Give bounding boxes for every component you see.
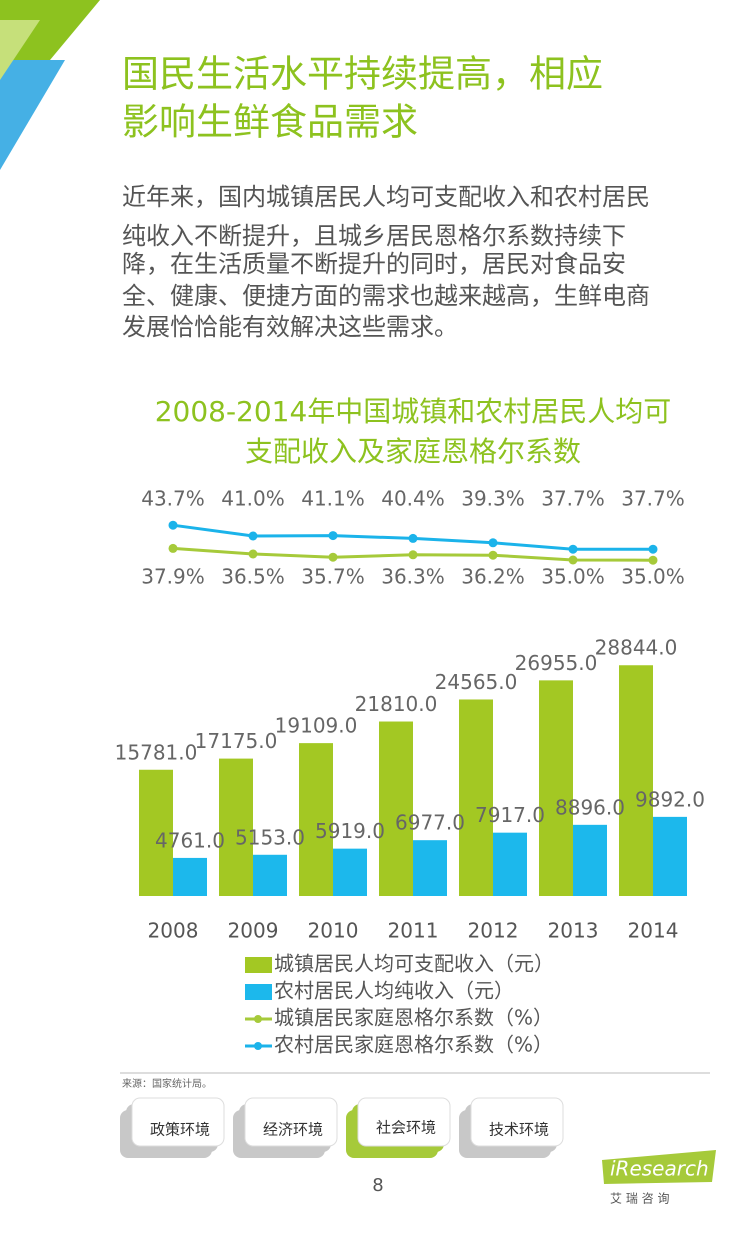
tab-layer [244,1097,338,1147]
data-label: 5153.0 [235,825,305,849]
data-label: 37.7% [541,487,605,511]
bar [493,832,527,896]
x-tick-label: 2012 [468,919,519,943]
body-text: 降，在生活质量不断提升的同时，居民对食品安 [122,250,626,278]
data-label: 21810.0 [355,692,438,716]
bar [173,857,207,896]
line-marker [328,531,338,541]
line-marker [568,555,578,565]
data-label: 28844.0 [595,636,678,660]
bar [379,721,413,896]
x-tick-label: 2009 [228,919,279,943]
tab-label[interactable]: 经济环境 [263,1121,323,1139]
x-tick-label: 2014 [628,919,679,943]
tab-layer [357,1097,451,1147]
bar [299,743,333,896]
data-label: 39.3% [461,487,525,511]
data-label: 36.5% [221,565,285,589]
tab-layer [470,1097,564,1147]
x-tick-label: 2011 [388,919,439,943]
chart: 2008 2009 2010 2011 2012 2013 2014 15781.017175… [115,487,705,1057]
legend-swatch [245,984,272,1000]
legend-swatch [245,957,272,973]
data-label: 9892.0 [635,787,705,811]
data-label: 35.0% [621,565,685,589]
chart-title: 支配收入及家庭恩格尔系数 [245,435,581,468]
tab-label[interactable]: 社会环境 [376,1119,436,1137]
data-label: 5919.0 [315,819,385,843]
data-label: 7917.0 [475,803,545,827]
line-marker [168,520,178,530]
data-label: 17175.0 [195,729,278,753]
logo-brand: iResearch [610,1157,709,1181]
data-label: 36.2% [461,565,525,589]
bar [219,758,253,896]
bar [653,816,687,896]
legend-swatch [254,1015,262,1023]
page-title: 国民生活水平持续提高，相应 [122,53,603,96]
tab-label[interactable]: 政策环境 [150,1121,210,1139]
logo-shape [602,1150,716,1184]
data-label: 36.3% [381,565,445,589]
data-label: 37.9% [141,565,205,589]
data-label: 35.0% [541,565,605,589]
bar [459,699,493,896]
x-tick-label: 2010 [308,919,359,943]
line-marker [248,531,258,541]
line-marker [408,550,418,560]
line-marker [328,552,338,562]
data-label: 43.7% [141,487,205,511]
line-marker [248,549,258,559]
body-text: 全、健康、便捷方面的需求也越来越高，生鲜电商 [122,282,650,310]
body-text: 纯收入不断提升，且城乡居民恩格尔系数持续下 [122,222,626,250]
bar [413,840,447,896]
data-label: 6977.0 [395,811,465,835]
data-label: 26955.0 [515,651,598,675]
corner-decoration [0,60,65,170]
source: 来源：国家统计局。 [122,1077,212,1090]
bar [253,854,287,896]
chart-title: 2008-2014年中国城镇和农村居民人均可 [155,395,672,428]
data-label: 8896.0 [555,795,625,819]
data-label: 37.7% [621,487,685,511]
body-text: 近年来，国内城镇居民人均可支配收入和农村居民 [122,183,650,211]
line-marker [168,543,178,553]
legend-label: 城镇居民家庭恩格尔系数（%） [274,1006,553,1030]
legend-label: 农村居民家庭恩格尔系数（%） [274,1033,553,1057]
tab-layer [131,1097,225,1147]
data-label: 24565.0 [435,670,518,694]
body-text: 发展恰恰能有效解决这些需求。 [122,313,458,341]
data-label: 41.0% [221,487,285,511]
line-marker [488,550,498,560]
line-marker [648,555,658,565]
data-label: 35.7% [301,565,365,589]
bar [333,848,367,896]
bar [619,665,653,896]
page-title: 影响生鲜食品需求 [122,101,418,144]
bar [139,769,173,896]
legend-swatch [254,1042,262,1050]
data-label: 4761.0 [155,828,225,852]
x-tick-label: 2013 [548,919,599,943]
corner-decoration [0,20,40,80]
legend-label: 农村居民人均纯收入（元） [274,979,514,1003]
bar [573,824,607,896]
line-marker [488,538,498,548]
data-label: 41.1% [301,487,365,511]
x-tick-label: 2008 [148,919,199,943]
tab-label[interactable]: 技术环境 [489,1121,549,1139]
data-label: 40.4% [381,487,445,511]
legend-label: 城镇居民人均可支配收入（元） [274,952,554,976]
line-marker [408,533,418,543]
line-marker [568,544,578,554]
data-label: 19109.0 [275,714,358,738]
page-number: 8 [372,1175,383,1196]
bar [539,680,573,896]
line-marker [648,544,658,554]
data-label: 15781.0 [115,740,198,764]
logo-subtitle: 艾 瑞 咨 询 [610,1191,669,1206]
